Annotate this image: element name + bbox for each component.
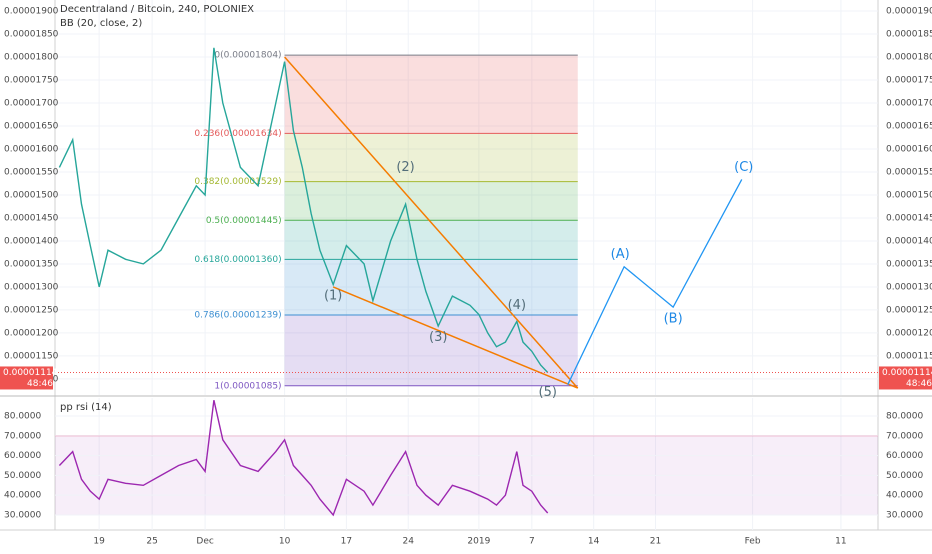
y-tick-label-left: 0.00001400 xyxy=(4,236,59,246)
fib-label: 0.618(0.00001360) xyxy=(194,255,281,265)
y-tick-label-left: 30.0000 xyxy=(4,510,41,520)
fib-label: 0.382(0.00001529) xyxy=(194,177,281,187)
last-price-box-right xyxy=(879,366,932,390)
wave-projection xyxy=(567,179,743,385)
x-tick-label: Dec xyxy=(196,537,213,547)
y-tick-label-right: 0.00001250 xyxy=(886,305,932,315)
wedge-line xyxy=(332,286,579,389)
y-tick-label-right: 0.00001200 xyxy=(886,328,932,338)
y-tick-label-right: 0.00001350 xyxy=(886,259,932,269)
y-tick-label-right: 0.00001550 xyxy=(886,167,932,177)
y-tick-label-left: 0.00001450 xyxy=(4,213,59,223)
x-tick-label: 10 xyxy=(279,537,291,547)
wave-label: (5) xyxy=(539,385,557,400)
y-tick-label-left: 0.00001800 xyxy=(4,53,59,63)
fib-label: 0.786(0.00001239) xyxy=(194,310,281,320)
y-tick-label-left: 0.00001900 xyxy=(4,7,59,17)
y-tick-label-right: 0.00001150 xyxy=(886,351,932,361)
wave-label: (3) xyxy=(429,330,447,345)
y-tick-label-left: 0.00001650 xyxy=(4,121,59,131)
y-tick-label-right: 60.0000 xyxy=(886,451,923,461)
wave-label: (C) xyxy=(734,160,753,175)
y-tick-label-right: 0.00001450 xyxy=(886,213,932,223)
fib-label: 1(0.00001085) xyxy=(214,381,281,391)
x-tick-label: 24 xyxy=(402,537,414,547)
y-tick-label-left: 0.00001350 xyxy=(4,259,59,269)
last-price-box-left xyxy=(0,366,53,390)
last-price-label: 0.00001114 xyxy=(882,368,932,378)
y-tick-label-left: 60.0000 xyxy=(4,451,41,461)
y-tick-label-right: 0.00001400 xyxy=(886,236,932,246)
x-tick-label: 21 xyxy=(650,537,661,547)
last-price-label: 0.00001114 xyxy=(3,368,58,378)
y-tick-label-left: 50.0000 xyxy=(4,471,41,481)
y-tick-label-left: 0.00001500 xyxy=(4,190,59,200)
y-tick-label-right: 0.00001650 xyxy=(886,121,932,131)
indicator-label: BB (20, close, 2) xyxy=(60,18,142,29)
y-tick-label-right: 0.00001300 xyxy=(886,282,932,292)
fib-band xyxy=(284,181,578,221)
wedge-line xyxy=(284,56,579,389)
wave-label: (A) xyxy=(611,247,630,262)
y-tick-label-left: 0.00001850 xyxy=(4,30,59,40)
y-tick-label-left: 70.0000 xyxy=(4,431,41,441)
y-tick-label-left: 0.00001750 xyxy=(4,76,59,86)
wave-label: (2) xyxy=(396,160,414,175)
y-tick-label-left: 0.00001700 xyxy=(4,99,59,109)
x-tick-label: 25 xyxy=(146,537,157,547)
countdown-label: 48:46 xyxy=(27,379,53,389)
y-tick-label-right: 0.00001700 xyxy=(886,99,932,109)
y-tick-label-left: 0.00001200 xyxy=(4,328,59,338)
y-tick-label-right: 0.00001750 xyxy=(886,76,932,86)
y-tick-label-left: 0.00001300 xyxy=(4,282,59,292)
x-tick-label: 14 xyxy=(588,537,600,547)
y-tick-label-left: 80.0000 xyxy=(4,412,41,422)
y-tick-label-right: 0.00001800 xyxy=(886,53,932,63)
y-tick-label-right: 0.00001600 xyxy=(886,144,932,154)
x-tick-label: Feb xyxy=(745,537,761,547)
y-tick-label-left: 0.00001150 xyxy=(4,351,59,361)
wave-label: (4) xyxy=(508,298,526,313)
chart-title: Decentraland / Bitcoin, 240, POLONIEX xyxy=(60,4,254,15)
x-tick-label: 17 xyxy=(341,537,352,547)
y-tick-label-right: 40.0000 xyxy=(886,491,923,501)
y-tick-label-left: 0.00001550 xyxy=(4,167,59,177)
y-tick-label-left: 0.00001250 xyxy=(4,305,59,315)
fib-band xyxy=(284,314,578,386)
y-tick-label-right: 50.0000 xyxy=(886,471,923,481)
rsi-label: pp rsi (14) xyxy=(60,402,112,413)
y-tick-label-right: 0.00001850 xyxy=(886,30,932,40)
countdown-label: 48:46 xyxy=(906,379,932,389)
y-tick-label-left: 40.0000 xyxy=(4,491,41,501)
x-tick-label: 11 xyxy=(835,537,846,547)
x-tick-label: 19 xyxy=(93,537,105,547)
series-line xyxy=(58,47,549,373)
fib-band xyxy=(284,220,578,260)
fib-label: 0.236(0.00001634) xyxy=(194,129,281,139)
wave-label: (B) xyxy=(664,312,683,327)
wave-label: (1) xyxy=(324,289,342,304)
y-tick-label-right: 0.00001500 xyxy=(886,190,932,200)
y-tick-label-right: 70.0000 xyxy=(886,431,923,441)
fib-band xyxy=(284,133,578,182)
y-tick-label-right: 30.0000 xyxy=(886,510,923,520)
y-tick-label-right: 80.0000 xyxy=(886,412,923,422)
fib-label: 0.5(0.00001445) xyxy=(206,216,282,226)
y-tick-label-left: 0.00001600 xyxy=(4,144,59,154)
x-tick-label: 2019 xyxy=(467,537,490,547)
x-tick-label: 7 xyxy=(529,537,535,547)
y-tick-label-right: 0.00001900 xyxy=(886,7,932,17)
fib-label: 0(0.00001804) xyxy=(214,51,281,61)
fib-band xyxy=(284,55,578,134)
series-line xyxy=(58,400,549,517)
